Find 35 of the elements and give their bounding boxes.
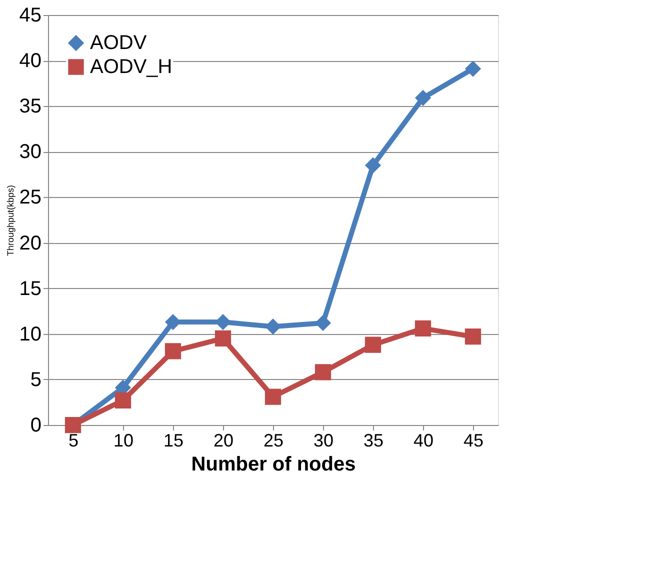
y-tick-label: 10 bbox=[19, 323, 42, 346]
x-tick-label: 25 bbox=[263, 430, 284, 450]
point bbox=[164, 343, 182, 360]
point bbox=[264, 318, 282, 335]
x-axis-title: Number of nodes bbox=[191, 454, 356, 476]
x-tick-label: 35 bbox=[363, 430, 384, 450]
x-tick-label: 20 bbox=[213, 430, 234, 450]
y-tick-label: 5 bbox=[30, 368, 42, 391]
point bbox=[264, 388, 282, 405]
point bbox=[464, 328, 482, 345]
y-tick-label: 35 bbox=[19, 96, 42, 118]
x-tick-label: 40 bbox=[413, 430, 434, 450]
point bbox=[314, 364, 332, 380]
y-tick-label: 25 bbox=[19, 186, 42, 209]
y-axis-title: Throughput(kbps) bbox=[5, 184, 16, 256]
y-tick-label: 0 bbox=[30, 414, 42, 436]
y-tick-label: 15 bbox=[19, 278, 42, 300]
y-tick-label: 30 bbox=[19, 141, 42, 164]
x-tick-label: 5 bbox=[68, 430, 79, 450]
y-tick-label: 45 bbox=[19, 4, 42, 26]
y-tick-label: 20 bbox=[19, 232, 42, 254]
point bbox=[414, 320, 432, 336]
x-tick-label: 15 bbox=[163, 430, 184, 450]
x-tick-label: 45 bbox=[463, 430, 484, 450]
legend-label: AODV bbox=[90, 32, 148, 54]
y-tick-label: 40 bbox=[19, 50, 42, 72]
point bbox=[214, 330, 232, 347]
point bbox=[414, 90, 432, 106]
legend-label: AODV_H bbox=[90, 56, 172, 78]
point bbox=[364, 157, 382, 174]
x-tick-label: 30 bbox=[313, 430, 334, 450]
x-tick-label: 10 bbox=[113, 430, 134, 450]
point bbox=[114, 392, 132, 408]
point bbox=[464, 60, 482, 77]
point bbox=[364, 336, 382, 353]
